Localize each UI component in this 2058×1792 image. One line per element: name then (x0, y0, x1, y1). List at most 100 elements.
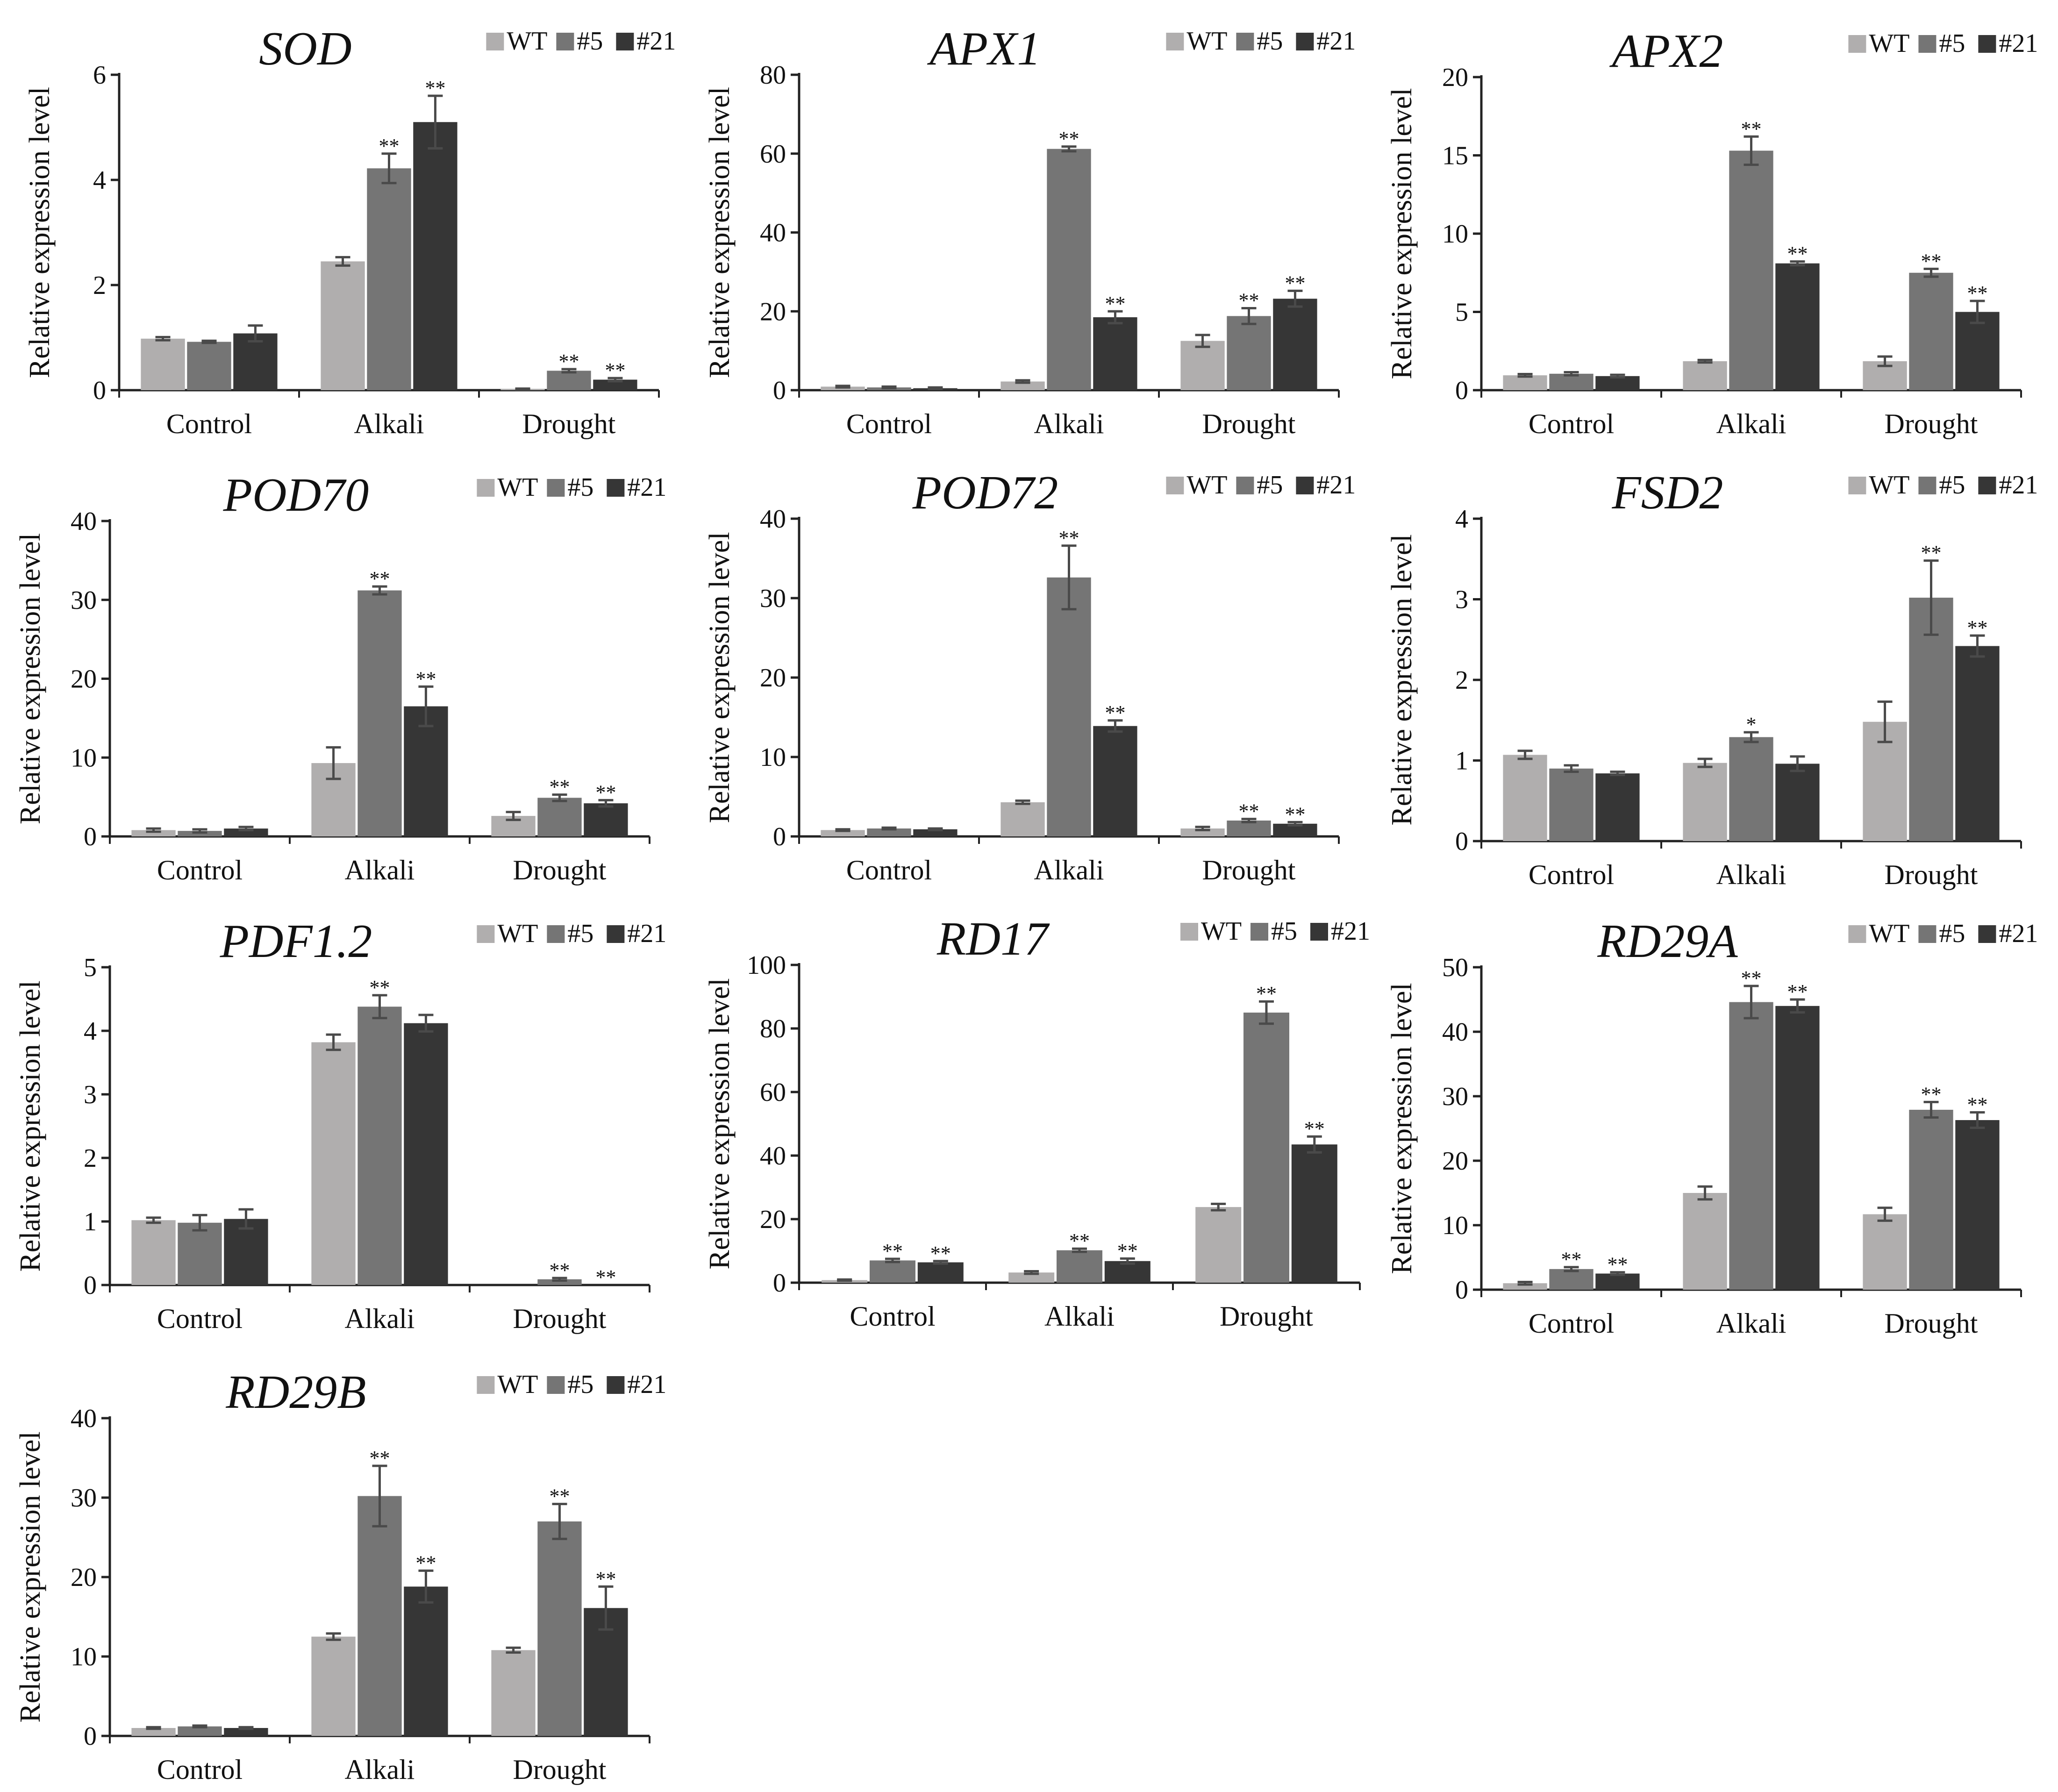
bar-line5-alkali (1057, 1250, 1102, 1283)
significance-mark: ** (370, 976, 390, 999)
bar-line5-alkali (1729, 737, 1773, 841)
bar-WT-alkali (1683, 361, 1727, 390)
legend-swatch-WT (486, 33, 504, 50)
bar-WT-drought (491, 1650, 536, 1736)
x-category-label: Alkali (345, 855, 415, 885)
significance-mark: ** (1967, 616, 1987, 639)
bar-line21-control (224, 828, 268, 836)
x-category-label: Drought (1202, 408, 1296, 439)
x-category-label: Alkali (1716, 859, 1786, 890)
bar-line21-drought (1955, 646, 2000, 841)
y-tick-label: 40 (760, 505, 786, 534)
legend-label: #5 (1939, 919, 1965, 948)
significance-mark: ** (1787, 980, 1808, 1003)
bar-line21-control (233, 333, 278, 390)
chart-panel-pdf1-2: 0 1 2 3 4 5 Relative expression level Control **… (14, 915, 666, 1334)
chart-title: PDF1.2 (220, 915, 372, 968)
bar-line21-alkali (1775, 263, 1820, 390)
legend-swatch-WT (1848, 35, 1866, 53)
significance-mark: ** (595, 1567, 616, 1590)
legend-label: WT (1201, 917, 1242, 946)
bar-line5-control (867, 828, 911, 836)
x-category-label: Control (846, 855, 932, 885)
bar-line21-alkali (1093, 726, 1137, 836)
x-category-label: Control (1529, 408, 1614, 439)
x-category-label: Alkali (1034, 855, 1104, 885)
y-tick-label: 4 (84, 1017, 97, 1046)
bar-line5-control (178, 1726, 222, 1736)
legend-label: #5 (1257, 471, 1283, 500)
bar-line21-control (224, 1219, 268, 1285)
bar-WT-control (1503, 755, 1547, 841)
legend-label: #21 (1999, 919, 2038, 948)
y-tick-label: 1 (84, 1207, 97, 1236)
legend-swatch-line21 (1296, 33, 1314, 50)
bar-line5-drought (1909, 598, 1953, 841)
bar-line5-alkali (1047, 149, 1091, 390)
y-tick-label: 80 (760, 1014, 786, 1043)
legend-label: #21 (627, 473, 666, 502)
legend-label: #5 (577, 27, 603, 56)
legend-label: #21 (627, 1370, 666, 1399)
legend-swatch-line5 (547, 479, 565, 497)
bar-line21-alkali (404, 1586, 448, 1736)
significance-mark: ** (1607, 1253, 1628, 1276)
x-category-label: Drought (1202, 855, 1296, 885)
significance-mark: ** (415, 667, 436, 690)
x-category-label: Drought (1885, 408, 1978, 439)
y-tick-label: 4 (1455, 505, 1468, 534)
chart-title: SOD (259, 22, 351, 75)
bar-WT-control (141, 338, 185, 390)
legend-label: #5 (1939, 471, 1965, 500)
bar-line5-alkali (357, 590, 402, 836)
y-tick-label: 20 (760, 297, 786, 326)
bar-line5-alkali (1047, 577, 1091, 836)
bar-line5-alkali (1729, 150, 1773, 390)
y-tick-label: 15 (1442, 142, 1468, 171)
bar-line5-control (870, 1260, 915, 1283)
bar-line5-control (1549, 768, 1594, 841)
significance-mark: ** (1921, 542, 1942, 564)
y-tick-label: 5 (1455, 298, 1468, 327)
bar-line5-control (1549, 1269, 1594, 1290)
y-tick-label: 10 (71, 743, 97, 772)
x-category-label: Control (846, 408, 932, 439)
y-tick-label: 2 (1455, 666, 1468, 695)
y-tick-label: 40 (71, 1404, 97, 1433)
bar-line5-drought (537, 1279, 582, 1285)
bar-WT-alkali (1683, 1193, 1727, 1290)
significance-mark: ** (1967, 282, 1987, 305)
bar-line21-control (917, 1262, 964, 1283)
y-axis-label: Relative expression level (1386, 983, 1418, 1274)
chart-title: RD17 (936, 913, 1050, 965)
legend-label: WT (497, 919, 538, 948)
legend-label: #5 (1271, 917, 1297, 946)
y-tick-label: 0 (84, 1271, 97, 1300)
x-category-label: Control (157, 855, 243, 885)
bar-WT-alkali (1000, 381, 1045, 390)
significance-mark: ** (1741, 117, 1762, 140)
bar-line5-drought (1227, 316, 1271, 390)
legend-label: WT (497, 1370, 538, 1399)
significance-mark: ** (370, 567, 390, 590)
y-tick-label: 3 (84, 1080, 97, 1109)
significance-mark: ** (1921, 250, 1942, 272)
x-category-label: Alkali (345, 1754, 415, 1785)
x-category-label: Drought (513, 1754, 607, 1785)
significance-mark: ** (415, 1551, 436, 1574)
legend-label: WT (1186, 27, 1227, 56)
legend-swatch-line21 (1310, 923, 1328, 941)
bar-WT-control (131, 1220, 176, 1285)
significance-mark: ** (1561, 1248, 1582, 1271)
legend-swatch-line21 (1978, 35, 1996, 53)
legend-label: #21 (1316, 27, 1356, 56)
significance-mark: ** (1059, 527, 1079, 550)
y-tick-label: 40 (71, 507, 97, 536)
significance-mark: ** (550, 776, 570, 799)
legend-label: #5 (567, 919, 593, 948)
y-tick-label: 0 (84, 822, 97, 851)
legend-label: WT (497, 473, 538, 502)
significance-mark: ** (425, 77, 445, 100)
bar-line21-alkali (1093, 317, 1137, 390)
bar-WT-control (131, 1728, 176, 1736)
